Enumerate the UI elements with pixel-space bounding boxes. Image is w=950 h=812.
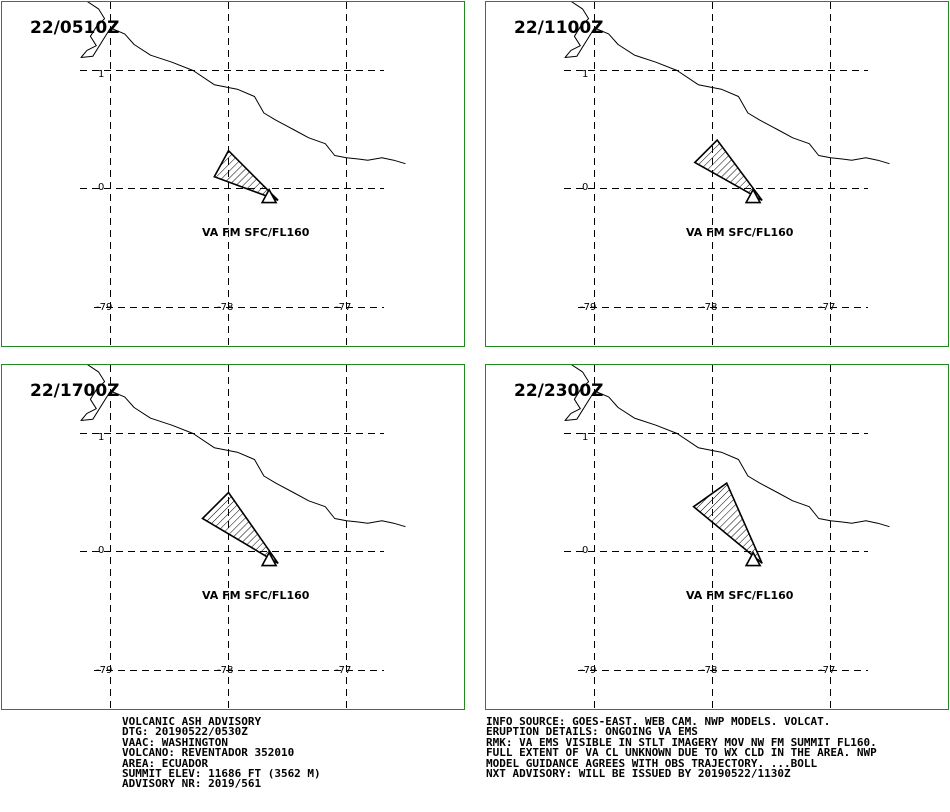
advisory-line: FULL EXTENT OF VA CL UNKNOWN DUE TO WX C… [486, 746, 877, 760]
coastline [564, 2, 890, 165]
volcano-icon [744, 550, 762, 567]
volcano-icon [744, 187, 762, 204]
ash-height-label: VA FM SFC/FL160 [202, 226, 310, 239]
advisory-header: VOLCANIC ASH ADVISORY DTG: 20190522/0530… [122, 715, 321, 791]
advisory-line: SUMMIT ELEV: 11686 FT (3562 M) [122, 767, 321, 781]
advisory-line: VAAC: WASHINGTON [122, 735, 228, 749]
map-canvas [564, 2, 890, 348]
lon-tick-label: -79 [580, 302, 597, 313]
lat-tick-label: 1 [582, 432, 589, 443]
lat-tick-label: 1 [98, 69, 105, 80]
ash-cloud [213, 149, 279, 202]
panel-time: 22/1100Z [514, 18, 604, 38]
lat-tick-label: 0 [98, 545, 105, 556]
lon-tick-label: -77 [335, 302, 352, 313]
map-panel: 22/1700Z VA FM SFC/FL160 1 0 -79 -78 -77 [1, 364, 465, 711]
advisory-line: VOLCANO: REVENTADOR 352010 [122, 746, 295, 760]
advisory-details: INFO SOURCE: GOES-EAST. WEB CAM. NWP MOD… [486, 715, 877, 781]
panel-time: 22/2300Z [514, 381, 604, 401]
lat-tick-label: 0 [582, 182, 589, 193]
lon-tick-label: -79 [96, 302, 113, 313]
advisory-line: MODEL GUIDANCE AGREES WITH OBS TRAJECTOR… [486, 756, 818, 770]
lon-tick-label: -77 [335, 665, 352, 676]
lat-tick-label: 1 [98, 432, 105, 443]
ash-cloud [692, 481, 763, 564]
lat-tick-label: 1 [582, 69, 589, 80]
lon-tick-label: -78 [701, 302, 718, 313]
coastline [564, 365, 890, 528]
coastline [80, 2, 406, 165]
advisory-line: ADVISORY NR: 2019/561 [122, 777, 262, 791]
lon-tick-label: -77 [819, 665, 836, 676]
panel-time: 22/1700Z [30, 381, 120, 401]
map-canvas [564, 365, 890, 711]
advisory-line: DTG: 20190522/0530Z [122, 725, 248, 739]
map-canvas [80, 365, 406, 711]
map-panel: 22/2300Z VA FM SFC/FL160 1 0 -79 -78 -77 [485, 364, 949, 711]
lon-tick-label: -78 [217, 302, 234, 313]
advisory-line: INFO SOURCE: GOES-EAST. WEB CAM. NWP MOD… [486, 715, 831, 728]
map-panel: 22/0510Z VA FM SFC/FL160 1 0 -79 -78 -77 [1, 1, 465, 348]
ash-cloud [693, 138, 763, 201]
lon-tick-label: -79 [96, 665, 113, 676]
advisory-line: AREA: ECUADOR [122, 756, 209, 770]
ash-height-label: VA FM SFC/FL160 [686, 226, 794, 239]
panel-time: 22/0510Z [30, 18, 120, 38]
advisory-line: VOLCANIC ASH ADVISORY [122, 715, 262, 728]
ash-height-label: VA FM SFC/FL160 [686, 589, 794, 602]
lat-tick-label: 0 [582, 545, 589, 556]
lon-tick-label: -77 [819, 302, 836, 313]
advisory-line: RMK: VA EMS VISIBLE IN STLT IMAGERY MOV … [486, 735, 877, 749]
ash-cloud [201, 491, 279, 564]
ash-height-label: VA FM SFC/FL160 [202, 589, 310, 602]
volcano-icon [260, 550, 278, 567]
lat-tick-label: 0 [98, 182, 105, 193]
map-panel: 22/1100Z VA FM SFC/FL160 1 0 -79 -78 -77 [485, 1, 949, 348]
lon-tick-label: -79 [580, 665, 597, 676]
lon-tick-label: -78 [217, 665, 234, 676]
map-canvas [80, 2, 406, 348]
lon-tick-label: -78 [701, 665, 718, 676]
advisory-line: ERUPTION DETAILS: ONGOING VA EMS [486, 725, 698, 739]
volcano-icon [260, 187, 278, 204]
coastline [80, 365, 406, 528]
advisory-line: NXT ADVISORY: WILL BE ISSUED BY 20190522… [486, 767, 791, 781]
